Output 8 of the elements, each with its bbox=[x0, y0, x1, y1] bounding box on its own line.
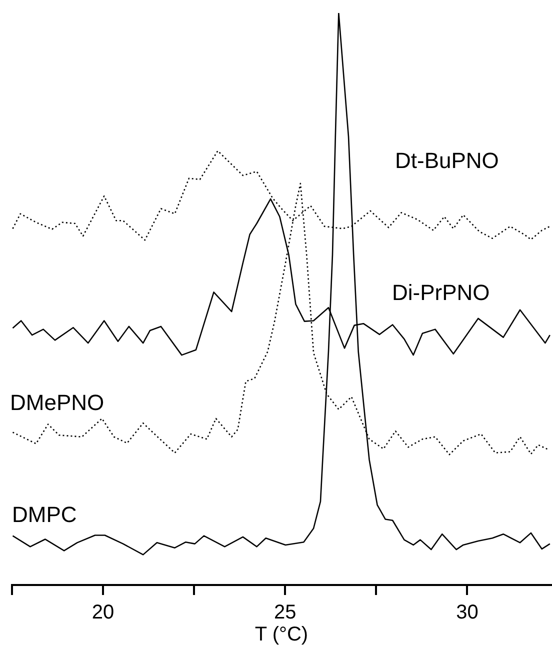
series-label: Dt-BuPNO bbox=[395, 148, 499, 174]
series-label: DMPC bbox=[12, 502, 77, 528]
x-tick-label: 25 bbox=[274, 602, 296, 624]
series-label: Di-PrPNO bbox=[392, 280, 490, 306]
x-axis-title: T (°C) bbox=[254, 624, 308, 646]
x-tick-label: 30 bbox=[456, 602, 478, 624]
series-label: DMePNO bbox=[10, 390, 104, 416]
x-tick-label: 20 bbox=[92, 602, 114, 624]
